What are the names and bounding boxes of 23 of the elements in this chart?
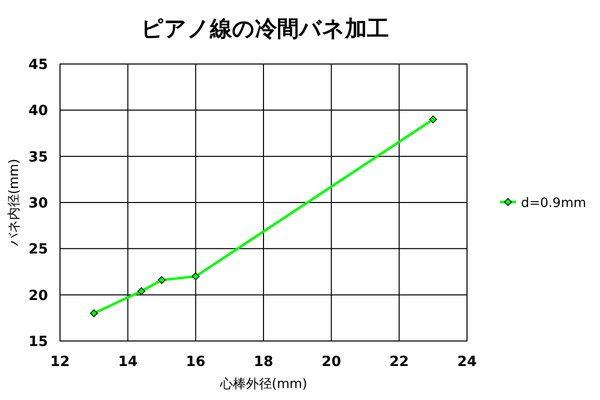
x-tick-label: 24 bbox=[457, 354, 477, 370]
y-tick-label: 15 bbox=[28, 334, 48, 350]
x-tick-label: 16 bbox=[186, 354, 206, 370]
y-tick-label: 25 bbox=[28, 242, 48, 258]
x-axis-title: 心棒外径(mm) bbox=[218, 376, 308, 392]
y-tick-label: 35 bbox=[28, 149, 48, 166]
y-tick-label: 40 bbox=[28, 103, 48, 120]
y-tick-label: 30 bbox=[28, 196, 48, 212]
x-tick-label: 22 bbox=[389, 354, 409, 370]
x-tick-label: 12 bbox=[50, 354, 70, 370]
legend-label: d=0.9mm bbox=[521, 196, 586, 211]
x-tick-label: 18 bbox=[254, 354, 274, 370]
x-tick-label: 20 bbox=[322, 354, 342, 370]
x-tick-label: 14 bbox=[118, 354, 138, 370]
point bbox=[90, 309, 98, 318]
point bbox=[158, 276, 166, 284]
point bbox=[192, 272, 200, 280]
chart-title: ピアノ線の冷間バネ加工 bbox=[141, 17, 389, 42]
y-tick-label: 45 bbox=[28, 57, 48, 73]
y-tick-label: 20 bbox=[28, 288, 48, 304]
point bbox=[429, 116, 437, 124]
point bbox=[138, 287, 146, 296]
y-axis-title: バネ内径(mm) bbox=[7, 158, 22, 248]
